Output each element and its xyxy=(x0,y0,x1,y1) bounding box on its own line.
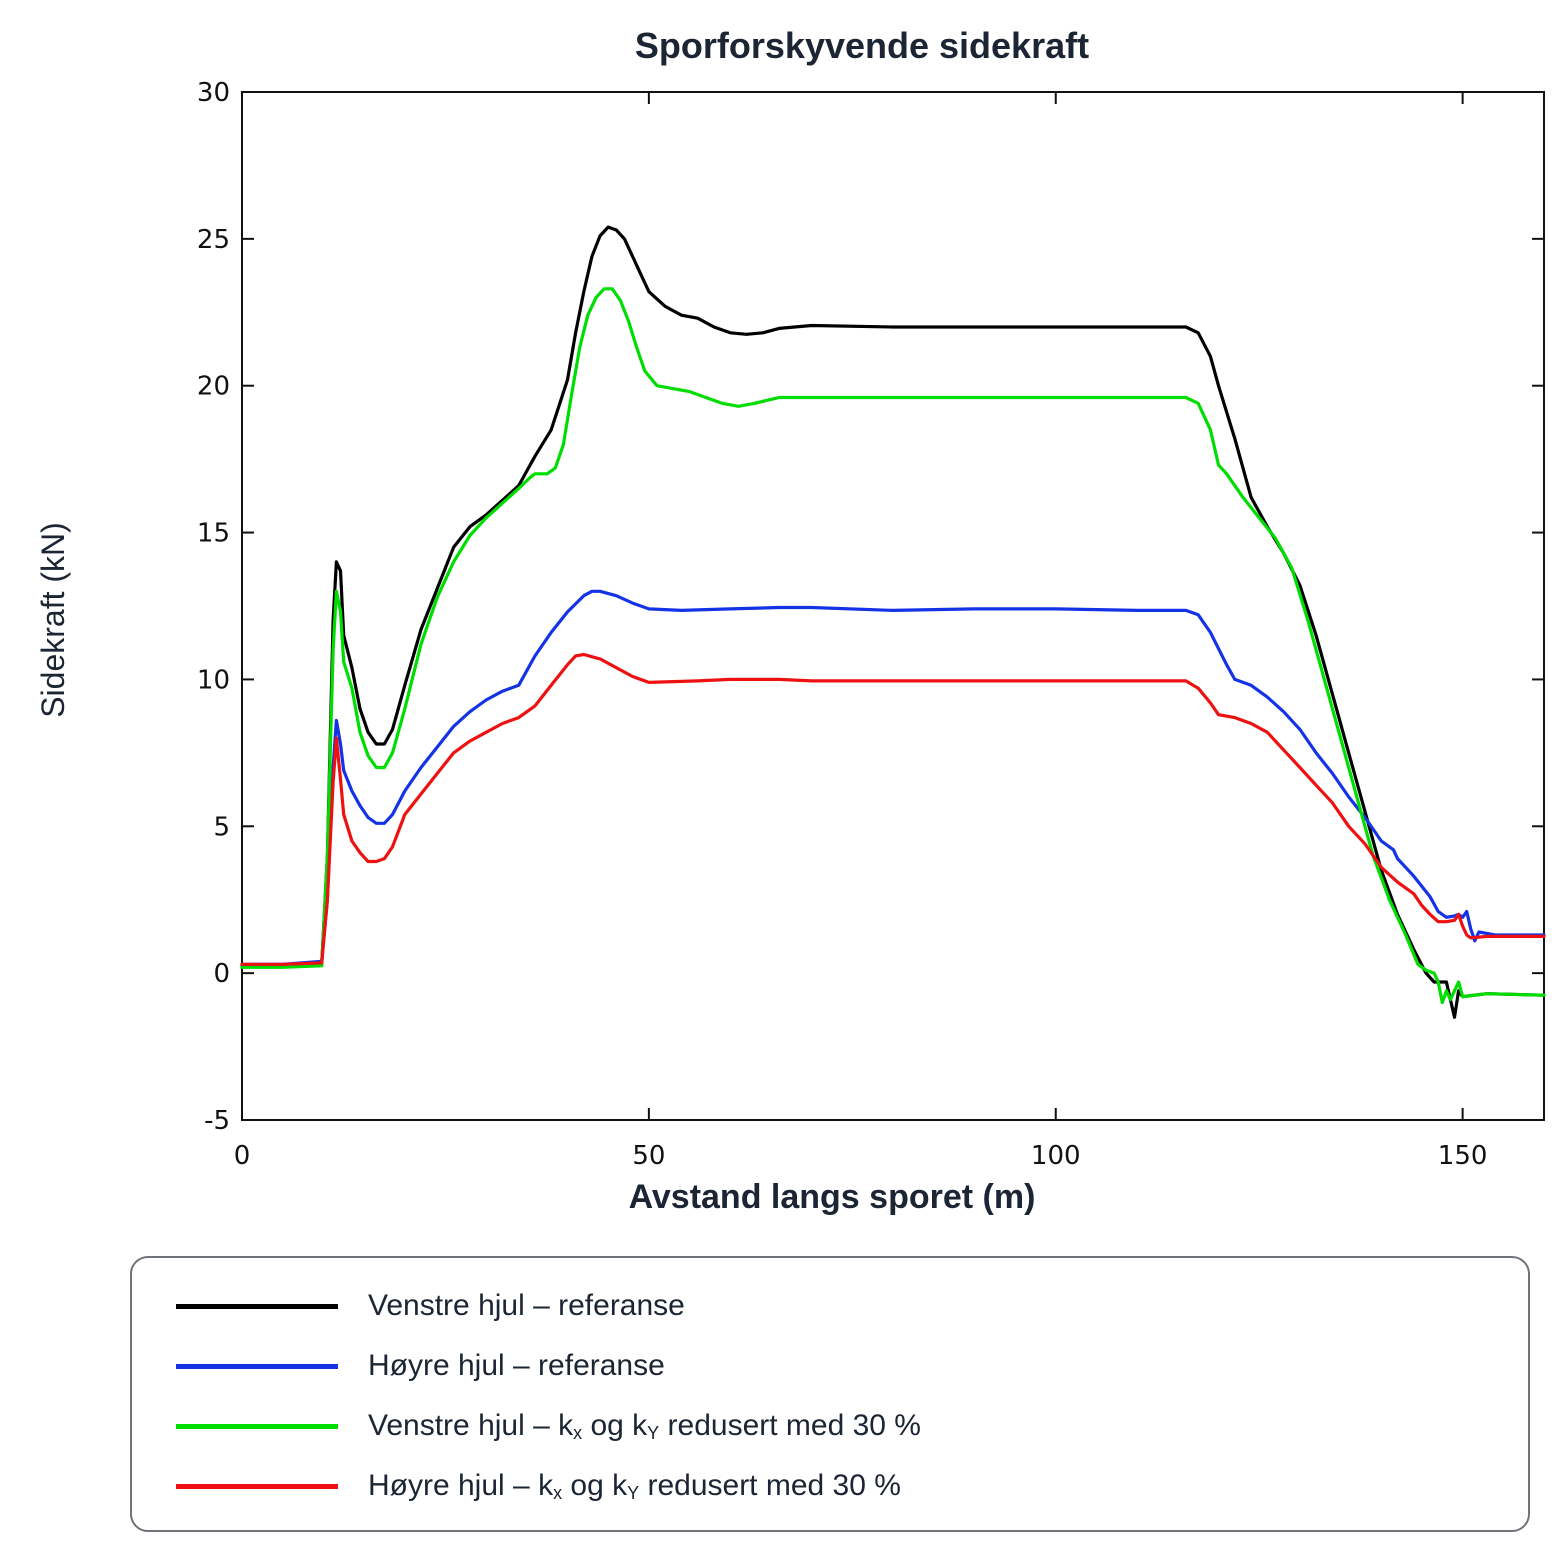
y-tick-label: 25 xyxy=(197,225,230,255)
y-tick-label: 30 xyxy=(197,78,230,108)
series-layer xyxy=(240,225,1546,1019)
y-tick-label: 10 xyxy=(197,665,230,695)
legend-label: Høyre hjul – kx og kY redusert med 30 % xyxy=(368,1468,901,1503)
series-line-3 xyxy=(240,652,1546,966)
legend-label: Høyre hjul – referanse xyxy=(368,1349,665,1382)
legend-swatch-blue xyxy=(176,1363,338,1369)
series-line-2 xyxy=(240,287,1546,1005)
x-tick-label: 150 xyxy=(1438,1141,1488,1171)
legend-swatch-red xyxy=(176,1483,338,1489)
legend-item-hoyre-referanse: Høyre hjul – referanse xyxy=(176,1346,665,1386)
y-tick-label: 15 xyxy=(197,519,230,549)
y-tick-label: 20 xyxy=(197,372,230,402)
series-line-0 xyxy=(240,225,1546,1019)
chart: Sporforskyvende sidekraft Sidekraft (kN)… xyxy=(35,25,1546,1216)
plot-border xyxy=(241,91,1545,1121)
legend-swatch-green xyxy=(176,1423,338,1429)
legend: Venstre hjul – referanse Høyre hjul – re… xyxy=(130,1256,1530,1532)
y-tick-label: 0 xyxy=(213,959,230,989)
x-tick-label: 50 xyxy=(632,1141,665,1171)
legend-swatch-black xyxy=(176,1303,338,1309)
y-tick-label: -5 xyxy=(204,1106,230,1136)
legend-label: Venstre hjul – kx og kY redusert med 30 … xyxy=(368,1408,921,1443)
legend-item-hoyre-redusert: Høyre hjul – kx og kY redusert med 30 % xyxy=(176,1466,901,1506)
chart-title: Sporforskyvende sidekraft xyxy=(635,25,1089,66)
x-tick-label: 100 xyxy=(1031,1141,1081,1171)
plot-frame xyxy=(241,91,1545,1121)
y-tick-label: 5 xyxy=(213,812,230,842)
legend-item-venstre-referanse: Venstre hjul – referanse xyxy=(176,1286,685,1326)
legend-item-venstre-redusert: Venstre hjul – kx og kY redusert med 30 … xyxy=(176,1406,921,1446)
x-tick-label: 0 xyxy=(234,1141,251,1171)
y-axis-label: Sidekraft (kN) xyxy=(35,522,71,718)
legend-label: Venstre hjul – referanse xyxy=(368,1289,685,1322)
series-line-1 xyxy=(240,589,1546,966)
x-axis-label: Avstand langs sporet (m) xyxy=(629,1178,1036,1216)
